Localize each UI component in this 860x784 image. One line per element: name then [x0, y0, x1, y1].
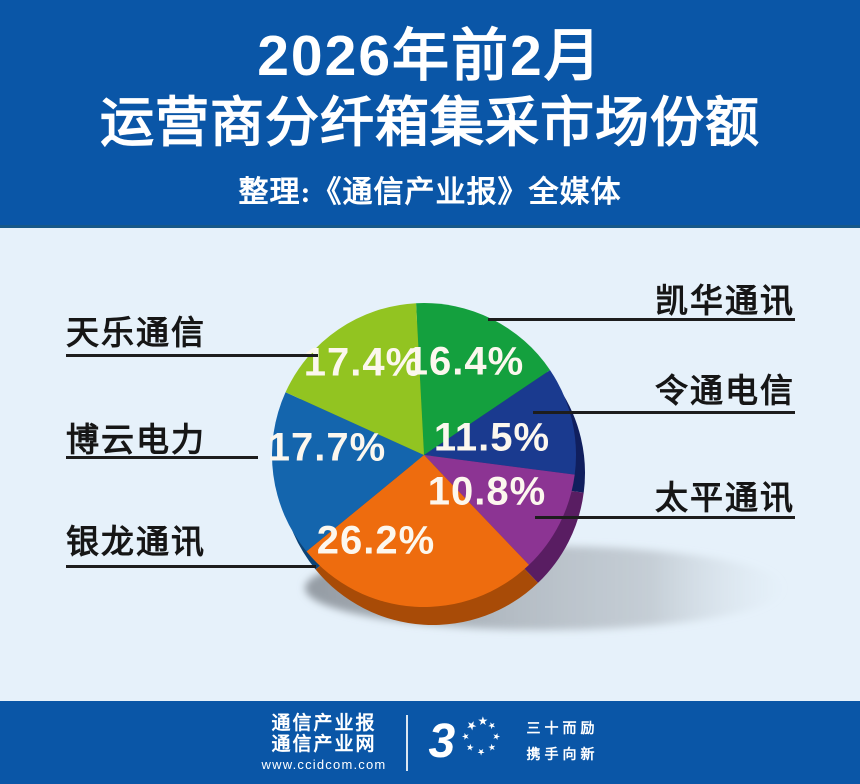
brand-name-paper: 通信产业报: [271, 713, 377, 734]
star-icon: ★: [460, 731, 471, 741]
footer-divider: [406, 714, 409, 771]
page-title-line2: 运营商分纤箱集采市场份额: [100, 93, 760, 153]
footer-banner: 通信产业报 通信产业网 www.ccidcom.com 3 ★ ★ ★ ★ ★ ★ ★ ★ 三…: [0, 701, 860, 784]
star-icon: ★: [464, 740, 477, 754]
anniversary-slogan: 三十而励 携手向新: [526, 717, 598, 769]
source-subtitle: 整理:《通信产业报》全媒体: [238, 176, 622, 209]
slogan-line2: 携手向新: [526, 747, 599, 763]
company-label: 银龙通讯: [66, 523, 206, 560]
brand-website: www.ccidcom.com: [261, 757, 387, 772]
leader-line: [488, 318, 795, 321]
slice-percent-label: 16.4%: [405, 339, 525, 384]
company-label: 天乐通信: [66, 314, 206, 351]
star-icon: ★: [491, 731, 502, 741]
company-label: 博云电力: [66, 421, 206, 458]
slice-percent-label: 17.4%: [303, 340, 423, 385]
slice-percent-label: 17.7%: [267, 425, 387, 470]
star-icon: ★: [486, 740, 499, 754]
30th-anniversary-logo: 3 ★ ★ ★ ★ ★ ★ ★ ★: [428, 712, 506, 774]
brand-block: 通信产业报 通信产业网 www.ccidcom.com: [262, 713, 387, 772]
leader-line: [535, 516, 795, 519]
slice-percent-label: 10.8%: [427, 469, 547, 514]
company-label: 令通电信: [655, 372, 795, 409]
leader-line: [533, 411, 795, 414]
anniversary-number: 3: [428, 714, 456, 768]
header-banner: 2026年前2月 运营商分纤箱集采市场份额 整理:《通信产业报》全媒体: [0, 0, 860, 228]
slice-percent-label: 26.2%: [316, 518, 436, 563]
company-label: 凯华通讯: [655, 282, 795, 319]
star-ring-icon: ★ ★ ★ ★ ★ ★ ★ ★: [460, 713, 502, 758]
leader-line: [66, 565, 316, 568]
star-icon: ★: [477, 713, 489, 728]
brand-name-web: 通信产业网: [271, 734, 377, 755]
slogan-line1: 三十而励: [526, 721, 599, 737]
leader-line: [66, 456, 258, 459]
star-icon: ★: [477, 746, 486, 757]
leader-line: [66, 354, 318, 357]
slice-percent-label: 11.5%: [433, 415, 551, 460]
page-title-line1: 2026年前2月: [257, 24, 603, 88]
company-label: 太平通讯: [655, 479, 795, 516]
